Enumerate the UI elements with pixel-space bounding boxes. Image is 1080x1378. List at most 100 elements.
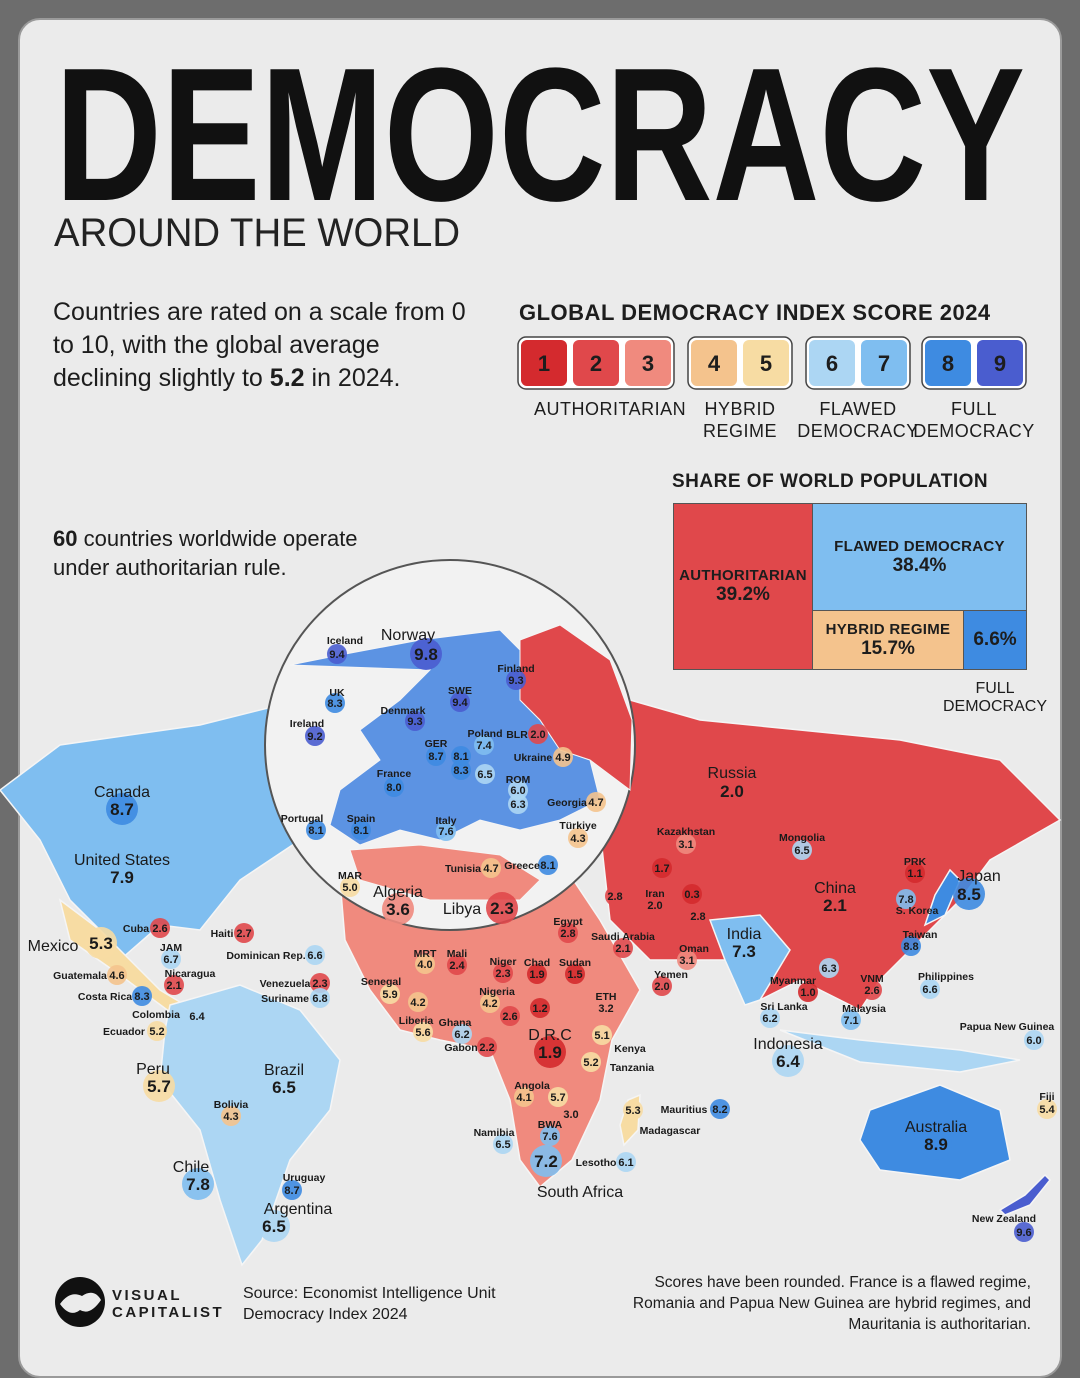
country-score: 8.1 [540, 860, 555, 872]
score-marker [234, 923, 254, 943]
score-marker [592, 1025, 612, 1045]
country-name: Indonesia [753, 1036, 822, 1053]
country-score: 2.8 [690, 911, 705, 923]
country-name: Angola [514, 1080, 550, 1092]
country-name: Tanzania [610, 1062, 654, 1074]
score-marker [605, 886, 625, 906]
country-score: 4.3 [223, 1111, 238, 1123]
country-score: 5.7 [147, 1077, 171, 1096]
country-name: Myanmar [770, 975, 816, 987]
country-name: D.R.C [528, 1027, 572, 1044]
score-marker [728, 935, 760, 967]
country-score: 1.9 [529, 969, 544, 981]
score-marker [688, 906, 708, 926]
score-marker [792, 840, 812, 860]
score-marker [819, 889, 851, 921]
country-name: Papua New Guinea [960, 1021, 1055, 1033]
score-marker [268, 1071, 300, 1103]
country-score: 8.1 [353, 825, 368, 837]
country-name: Chile [173, 1159, 210, 1176]
score-marker [413, 1022, 433, 1042]
country-name: Venezuela [260, 978, 311, 990]
country-name: Canada [94, 784, 150, 801]
legend-level: 3 [642, 351, 654, 376]
legend-level: 2 [590, 351, 602, 376]
country-score: 8.7 [428, 751, 443, 763]
country-score: 8.8 [903, 941, 918, 953]
country-score: 8.5 [957, 885, 981, 904]
country-score: 2.0 [654, 981, 669, 993]
country-name: GER [425, 738, 448, 750]
country-name: Algeria [373, 884, 423, 901]
country-name: Kazakhstan [657, 826, 715, 838]
score-marker [528, 724, 548, 744]
country-score: 2.0 [647, 900, 662, 912]
country-score: 2.1 [823, 896, 847, 915]
country-score: 6.6 [307, 950, 322, 962]
score-marker [530, 998, 550, 1018]
country-name: Egypt [553, 916, 583, 928]
country-name: Peru [136, 1061, 170, 1078]
country-name: ETH [596, 991, 617, 1003]
country-score: 8.3 [327, 698, 342, 710]
country-name: Costa Rica [78, 991, 132, 1003]
country-name: BWA [538, 1119, 563, 1131]
country-name: Dominican Rep. [226, 950, 305, 962]
country-score: 6.5 [272, 1078, 296, 1097]
country-score: 3.1 [679, 955, 694, 967]
footnote: Scores have been rounded. France is a fl… [632, 1274, 1031, 1333]
country-name: MRT [414, 948, 437, 960]
country-name: Chad [524, 957, 550, 969]
score-marker [282, 1180, 302, 1200]
country-name: Uruguay [283, 1172, 326, 1184]
country-name: Greece [504, 860, 540, 872]
country-score: 6.0 [510, 785, 525, 797]
legend-group-label: AUTHORITARIAN [534, 399, 687, 419]
legend-group-label: FLAWED DEMOCRACY [797, 399, 919, 441]
logo-line: CAPITALIST [112, 1304, 225, 1321]
country-score: 2.8 [607, 891, 622, 903]
legend-level: 7 [878, 351, 890, 376]
score-marker [558, 923, 578, 943]
score-marker [508, 794, 528, 814]
share-value: 6.6% [973, 629, 1017, 650]
country-score: 6.4 [776, 1052, 800, 1071]
country-name: Liberia [399, 1015, 434, 1027]
country-score: 4.3 [570, 833, 585, 845]
country-name: Ukraine [514, 752, 553, 764]
country-score: 2.8 [560, 928, 575, 940]
score-marker [187, 1006, 207, 1026]
score-marker [896, 889, 916, 909]
legend-swatch [573, 340, 619, 386]
intro-text: Countries are rated on a scale from 0 to… [53, 298, 466, 392]
country-name: Japan [957, 868, 1001, 885]
country-name: Italy [435, 815, 456, 827]
country-name: Mongolia [779, 832, 825, 844]
share-value: 39.2% [716, 584, 770, 605]
country-score: 0.3 [684, 889, 699, 901]
score-marker [481, 858, 501, 878]
score-marker [351, 820, 371, 840]
share-label: AUTHORITARIAN [679, 567, 807, 584]
score-marker [221, 1106, 241, 1126]
country-score: 3.0 [563, 1109, 578, 1121]
country-score: 2.3 [495, 968, 510, 980]
authoritarian-note: 60 countries worldwide operate under aut… [53, 524, 413, 582]
country-score: 6.5 [262, 1217, 286, 1236]
score-marker [652, 858, 672, 878]
score-marker [143, 1070, 175, 1102]
country-score: 2.6 [152, 923, 167, 935]
score-marker [474, 735, 494, 755]
country-score: 5.3 [625, 1105, 640, 1117]
country-name: Sri Lanka [760, 1001, 807, 1013]
country-score: 1.0 [800, 987, 815, 999]
score-marker [538, 855, 558, 875]
country-name: MAR [338, 870, 362, 882]
country-score: 7.8 [898, 894, 913, 906]
share-hybrid: HYBRID REGIME 15.7% [812, 610, 964, 670]
country-score: 8.1 [453, 751, 468, 763]
country-name: Nicaragua [165, 968, 216, 980]
score-marker [645, 895, 665, 915]
score-marker [710, 1099, 730, 1119]
country-score: 5.4 [1039, 1104, 1055, 1116]
